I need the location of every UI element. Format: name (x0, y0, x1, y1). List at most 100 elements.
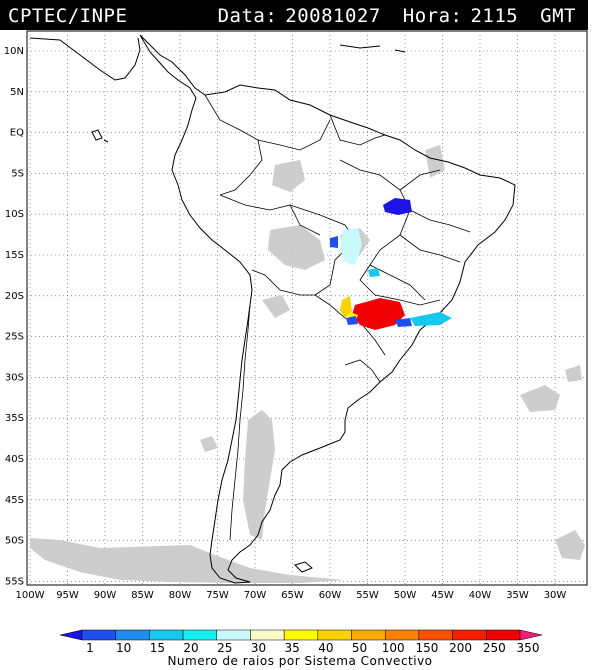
colorbar-segment (317, 629, 352, 641)
lat-tick-label: 10N (4, 46, 24, 57)
lon-tick-label: 90W (94, 590, 117, 601)
colorbar-segment (216, 629, 251, 641)
colorbar-tick-label: 350 (517, 641, 540, 654)
date-label: Data: (217, 5, 278, 27)
cloud-ocean-e2 (565, 365, 582, 382)
colorbar-caption: Numero de raios por Sistema Convectivo (167, 654, 433, 668)
central-america (29, 37, 141, 81)
system-cyan-small (368, 268, 380, 277)
border-colombia-venezuela (204, 94, 263, 196)
timestamp: Data: 20081027 Hora: 2115 GMT (208, 5, 576, 27)
colorbar-tick-label: 35 (285, 641, 300, 654)
date-value: 20081027 (285, 5, 381, 27)
brazil-states (339, 159, 471, 306)
hour-value: 2115 (470, 5, 519, 27)
caribbean-islands (339, 44, 406, 53)
colorbar-segment (149, 629, 184, 641)
title-bar: CPTEC/INPE Data: 20081027 Hora: 2115 GMT (0, 0, 588, 30)
colorbar-tick-label: 50 (352, 641, 367, 654)
cloud-ocean-east (520, 385, 560, 412)
lon-tick-label: 50W (394, 590, 417, 601)
map-frame (26, 30, 588, 586)
lat-tick-label: 40S (5, 454, 24, 465)
cloud-patches (30, 145, 585, 583)
lon-tick-label: 30W (544, 590, 567, 601)
cloud-north (272, 160, 305, 192)
convective-systems (330, 198, 452, 330)
source-label: CPTEC/INPE (8, 5, 128, 27)
lon-tick-label: 55W (356, 590, 379, 601)
map-panel: 10N5NEQ5S10S15S20S25S30S35S40S45S50S55S … (4, 30, 588, 601)
lat-tick-label: 20S (5, 291, 24, 302)
lat-tick-label: 45S (5, 495, 24, 506)
system-blue-se (395, 318, 412, 327)
cloud-patagonia (30, 538, 345, 583)
cloud-andes-south (243, 410, 275, 540)
system-lightcyan-center (340, 228, 362, 265)
colorbar: 1 10 15 20 25 30 35 40 50 100 150 200 250 350 (59, 629, 543, 655)
country-borders (204, 94, 471, 541)
border-bolivia-chile (251, 269, 315, 296)
border-venezuela-brazil (257, 119, 331, 151)
system-blue-north (383, 198, 412, 215)
colorbar-segment (418, 629, 453, 641)
colorbar-segment (81, 629, 116, 641)
cloud-southern-land (200, 436, 218, 452)
border-peru-brazil (219, 194, 321, 236)
system-red-core (352, 298, 405, 330)
lat-tick-label: 50S (5, 536, 24, 547)
cloud-ocean-se (555, 530, 585, 560)
lat-tick-label: 55S (5, 576, 24, 587)
colorbar-tick-label: 30 (251, 641, 266, 654)
timezone-label: GMT (540, 5, 576, 27)
longitude-labels: 100W 95W 90W 85W 80W 75W 70W 65W 60W 55W 50W 45W 40W… (16, 590, 567, 601)
system-blue-small2 (346, 316, 358, 325)
lon-tick-label: 80W (169, 590, 192, 601)
cloud-amazon (268, 225, 325, 270)
colorbar-tick-label: 25 (217, 641, 232, 654)
colorbar-segment (351, 629, 386, 641)
lon-tick-label: 35W (506, 590, 529, 601)
falklands (294, 561, 313, 573)
colorbar-segment (283, 629, 319, 641)
colorbar-arrow-right (519, 629, 543, 641)
colorbar-tick-label: 40 (318, 641, 333, 654)
colorbar-segment (182, 629, 218, 641)
colorbar-tick-label: 20 (183, 641, 198, 654)
lon-tick-label: 45W (431, 590, 454, 601)
lat-tick-label: 10S (5, 209, 24, 220)
colorbar-tick-label: 15 (150, 641, 165, 654)
lon-tick-label: 60W (319, 590, 342, 601)
lat-tick-label: 15S (5, 250, 24, 261)
lon-tick-label: 70W (244, 590, 267, 601)
colorbar-segment (250, 629, 285, 641)
colorbar-tick-label: 200 (449, 641, 472, 654)
colorbar-segment (115, 629, 150, 641)
lon-tick-label: 100W (16, 590, 45, 601)
galapagos (91, 129, 109, 143)
colorbar-arrow-left (59, 629, 83, 641)
lat-tick-label: 5S (11, 168, 24, 179)
colorbar-tick-label: 150 (415, 641, 438, 654)
system-cyan-se (410, 312, 452, 326)
border-argentina-chile (229, 304, 251, 541)
latitude-labels: 10N 5N EQ 5S 10S 15S 20S 25S 30S 35S 40S 45S 50S 55S (4, 46, 24, 587)
colorbar-tick-label: 100 (382, 641, 405, 654)
lat-tick-label: 35S (5, 413, 24, 424)
cloud-ne (425, 145, 445, 178)
lat-tick-label: EQ (10, 128, 24, 139)
lon-tick-label: 95W (56, 590, 79, 601)
border-guianas (329, 114, 386, 146)
lat-tick-label: 5N (10, 87, 24, 98)
lon-tick-label: 85W (131, 590, 154, 601)
colorbar-tick-label: 1 (86, 641, 94, 654)
lat-tick-label: 30S (5, 372, 24, 383)
border-uruguay (344, 359, 381, 383)
colorbar-segment (384, 629, 420, 641)
lon-tick-label: 75W (206, 590, 229, 601)
colorbar-segment (486, 629, 521, 641)
system-orange-west (340, 296, 352, 318)
lon-tick-label: 40W (469, 590, 492, 601)
colorbar-tick-label: 250 (483, 641, 506, 654)
lat-tick-label: 25S (5, 332, 24, 343)
